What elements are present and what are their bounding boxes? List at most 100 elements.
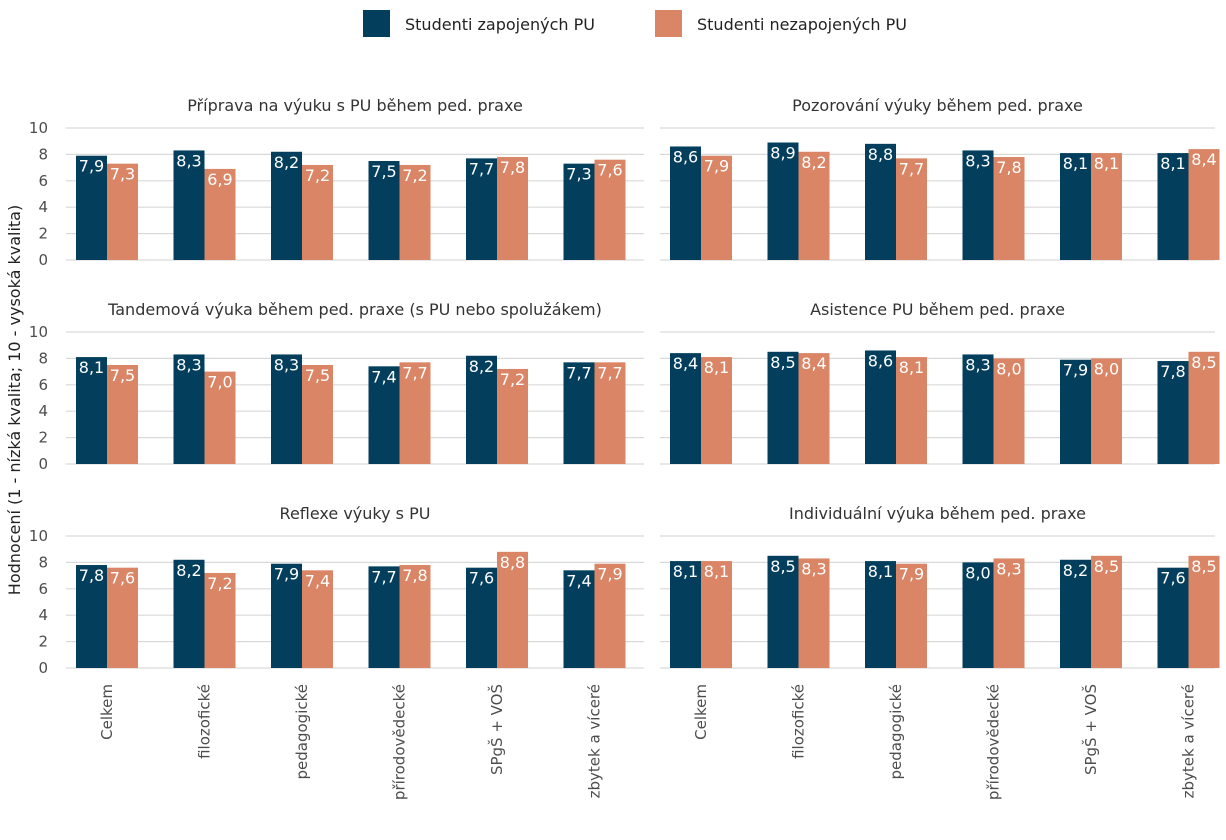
bar-nezapojenych	[594, 362, 626, 464]
bar-value-label: 8,5	[1094, 557, 1119, 576]
x-tick-label: filozofické	[790, 684, 808, 759]
bar-nezapojenych	[497, 368, 528, 464]
y-tick-label: 4	[38, 606, 48, 624]
bar-value-label: 7,9	[899, 565, 924, 584]
bar-value-label: 8,5	[770, 557, 795, 576]
x-tick-label: pedagogické	[293, 684, 311, 779]
bar-value-label: 7,8	[79, 566, 104, 585]
bar-value-label: 8,1	[1094, 154, 1119, 173]
x-tick-label: zbytek a víceré	[586, 684, 604, 798]
bar-value-label: 7,3	[110, 165, 135, 184]
bar-zapojenych	[271, 151, 302, 260]
bar-zapojenych	[563, 362, 595, 464]
y-tick-label: 2	[38, 225, 48, 243]
bar-zapojenych	[962, 562, 994, 668]
bar-value-label: 8,2	[274, 153, 299, 172]
x-tick-label: Celkem	[98, 684, 116, 740]
bar-zapojenych	[563, 163, 595, 260]
bar-zapojenych	[865, 561, 896, 668]
bar-value-label: 7,2	[402, 166, 427, 185]
y-tick-label: 10	[29, 323, 48, 341]
bar-value-label: 7,2	[207, 574, 232, 593]
bar-value-label: 8,5	[770, 353, 795, 372]
panel-title: Pozorování výuky během ped. praxe	[792, 96, 1083, 115]
bar-value-label: 7,9	[79, 157, 104, 176]
bar-zapojenych	[865, 350, 896, 464]
bar-zapojenych	[466, 158, 497, 260]
bar-value-label: 7,8	[996, 158, 1021, 177]
bar-value-label: 7,5	[305, 366, 330, 385]
bar-nezapojenych	[399, 362, 431, 464]
bar-value-label: 8,5	[1191, 353, 1216, 372]
bar-nezapojenych	[107, 567, 138, 668]
y-tick-label: 0	[38, 455, 48, 473]
bar-nezapojenych	[993, 558, 1025, 668]
bar-nezapojenych	[497, 551, 528, 668]
bar-nezapojenych	[896, 158, 927, 260]
y-tick-label: 4	[38, 402, 48, 420]
bar-value-label: 8,2	[176, 561, 201, 580]
bar-nezapojenych	[1188, 351, 1220, 464]
bar-nezapojenych	[594, 563, 626, 668]
bar-zapojenych	[76, 565, 107, 668]
bar-zapojenych	[368, 566, 400, 668]
bar-value-label: 7,4	[305, 571, 330, 590]
bar-nezapojenych	[594, 159, 626, 260]
bar-value-label: 8,0	[1094, 359, 1119, 378]
y-tick-label: 2	[38, 633, 48, 651]
bar-value-label: 8,3	[965, 151, 990, 170]
panel-title: Tandemová výuka během ped. praxe (s PU n…	[107, 300, 602, 319]
legend-swatch-2	[655, 10, 682, 37]
x-tick-label: přírodovědecké	[391, 684, 409, 800]
x-tick-label: SPgŠ + VOŠ	[487, 684, 506, 775]
bar-value-label: 8,3	[176, 151, 201, 170]
legend: Studenti zapojených PU Studenti nezapojen…	[363, 10, 907, 37]
bar-zapojenych	[76, 155, 107, 260]
panel-5: Reflexe výuky s PU 0 2 4 6 8 10 7,8 7,6 8,2 7,2 7,9…	[29, 504, 644, 677]
panel-2: Pozorování výuky během ped. praxe 8,6 7,9 8…	[660, 96, 1220, 261]
panels: Příprava na výuku s PU během ped. praxe 0…	[29, 96, 1220, 677]
bar-value-label: 8,5	[1191, 557, 1216, 576]
y-tick-label: 0	[38, 251, 48, 269]
bar-nezapojenych	[204, 168, 236, 260]
bar-zapojenych	[865, 143, 896, 260]
bar-nezapojenych	[798, 558, 830, 668]
bar-value-label: 8,8	[500, 553, 525, 572]
bar-value-label: 7,7	[402, 363, 427, 382]
bar-value-label: 8,3	[996, 559, 1021, 578]
bar-value-label: 8,8	[868, 145, 893, 164]
bar-value-label: 7,6	[469, 569, 494, 588]
y-tick-label: 8	[38, 145, 48, 163]
bar-zapojenych	[368, 161, 400, 260]
bar-zapojenych	[466, 567, 497, 668]
bar-value-label: 8,1	[79, 358, 104, 377]
bar-value-label: 7,6	[110, 569, 135, 588]
bar-nezapojenych	[399, 164, 431, 260]
bar-zapojenych	[173, 559, 205, 668]
bar-nezapojenych	[1188, 149, 1220, 260]
bar-value-label: 8,3	[801, 559, 826, 578]
bar-nezapojenych	[701, 155, 732, 260]
bar-nezapojenych	[302, 570, 333, 668]
bar-zapojenych	[368, 366, 400, 464]
x-tick-label: pedagogické	[887, 684, 905, 779]
bar-zapojenych	[767, 351, 799, 464]
bar-zapojenych	[271, 354, 302, 464]
bar-zapojenych	[962, 150, 994, 260]
x-tick-label: zbytek a víceré	[1180, 684, 1198, 798]
bar-nezapojenych	[701, 561, 732, 668]
bar-nezapojenych	[1091, 358, 1122, 464]
bar-zapojenych	[670, 561, 701, 668]
bar-value-label: 8,3	[176, 355, 201, 374]
bar-value-label: 8,1	[899, 358, 924, 377]
y-tick-label: 0	[38, 659, 48, 677]
bar-nezapojenych	[798, 151, 830, 260]
bar-value-label: 6,9	[207, 170, 232, 189]
bar-zapojenych	[173, 150, 205, 260]
y-tick-label: 10	[29, 527, 48, 545]
panel-title: Reflexe výuky s PU	[280, 504, 431, 523]
bar-zapojenych	[767, 555, 799, 668]
y-tick-label: 6	[38, 172, 48, 190]
bar-value-label: 8,1	[1160, 154, 1185, 173]
